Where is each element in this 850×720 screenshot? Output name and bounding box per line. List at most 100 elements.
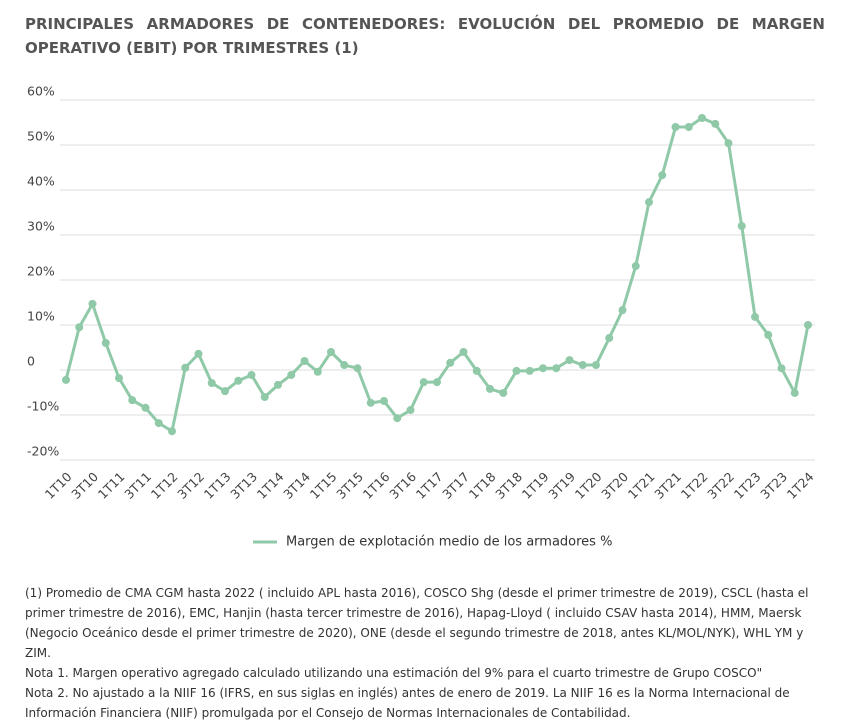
x-tick-label: 3T16 <box>386 469 419 502</box>
y-tick-label: 30% <box>27 219 55 234</box>
data-point <box>459 348 468 356</box>
data-point <box>645 198 653 207</box>
y-tick-label: 10% <box>27 309 55 324</box>
data-point <box>247 370 256 379</box>
data-point <box>154 419 163 428</box>
data-point <box>327 348 335 356</box>
y-tick-label: -10% <box>27 399 59 414</box>
y-tick-label: 0 <box>27 354 35 369</box>
data-point <box>406 406 415 415</box>
y-tick-label: 60% <box>27 84 55 99</box>
data-point <box>128 396 137 405</box>
data-point <box>366 398 375 407</box>
data-point <box>274 380 282 389</box>
x-tick-label: 1T17 <box>413 469 446 502</box>
data-point <box>353 364 362 373</box>
data-point <box>472 366 481 375</box>
x-tick-label: 3T15 <box>333 469 366 502</box>
x-tick-label: 1T11 <box>95 469 128 502</box>
data-point <box>300 357 309 365</box>
data-point <box>711 119 720 128</box>
data-point <box>75 323 84 332</box>
data-point <box>393 414 402 423</box>
x-tick-label: 3T20 <box>598 469 631 502</box>
note: (1) Promedio de CMA CGM hasta 2022 ( inc… <box>25 586 809 660</box>
data-point <box>751 312 759 321</box>
x-tick-label: 3T22 <box>704 469 737 502</box>
data-point <box>486 384 494 393</box>
data-point <box>433 378 441 387</box>
data-point <box>565 356 574 365</box>
x-tick-label: 1T20 <box>572 469 605 502</box>
x-tick-label: 1T21 <box>625 469 658 502</box>
data-point <box>499 388 508 397</box>
data-point <box>88 299 97 308</box>
data-point <box>539 364 547 373</box>
y-tick-label: 20% <box>27 264 55 279</box>
data-point <box>671 123 680 131</box>
data-point <box>313 367 322 376</box>
legend-label: Margen de explotación medio de los armad… <box>286 535 612 550</box>
data-point <box>777 364 786 373</box>
data-point <box>618 306 627 315</box>
x-tick-label: 1T23 <box>731 469 764 502</box>
data-point <box>698 114 706 122</box>
x-tick-label: 1T22 <box>678 469 711 502</box>
x-tick-label: 3T10 <box>68 469 101 502</box>
data-point <box>260 393 269 401</box>
data-point <box>101 339 110 347</box>
x-tick-label: 3T23 <box>757 469 790 502</box>
data-point <box>605 334 614 343</box>
x-tick-label: 3T18 <box>492 469 525 502</box>
data-point <box>221 387 229 396</box>
x-tick-label: 1T12 <box>148 469 181 502</box>
x-tick-label: 3T17 <box>439 469 472 502</box>
data-point <box>419 378 428 387</box>
note: Nota 1. Margen operativo agregado calcul… <box>25 666 763 680</box>
x-tick-label: 1T16 <box>360 469 393 502</box>
chart: -20%-10%010%20%30%40%50%60%1T103T101T113… <box>27 84 817 550</box>
data-point <box>287 370 296 379</box>
data-point <box>194 349 203 358</box>
data-point <box>737 222 746 230</box>
data-point <box>684 123 693 131</box>
data-point <box>234 376 243 385</box>
data-point <box>141 403 150 412</box>
x-tick-label: 3T19 <box>545 469 578 502</box>
chart-title: PRINCIPALES ARMADORES DE CONTENEDORES: E… <box>25 15 825 57</box>
data-point <box>764 330 773 339</box>
data-point <box>578 361 587 370</box>
y-tick-label: -20% <box>27 444 59 459</box>
y-tick-label: 40% <box>27 174 55 189</box>
x-tick-label: 1T13 <box>201 469 234 502</box>
data-point <box>168 427 176 436</box>
data-point <box>340 361 349 370</box>
data-point <box>724 139 733 148</box>
data-point <box>658 171 667 180</box>
x-tick-label: 1T15 <box>307 469 340 502</box>
data-point <box>446 358 455 367</box>
x-tick-label: 3T11 <box>121 469 154 502</box>
x-tick-label: 1T14 <box>254 469 287 502</box>
data-point <box>62 375 70 384</box>
data-point <box>115 374 123 383</box>
data-point <box>380 397 388 406</box>
x-tick-label: 3T12 <box>174 469 207 502</box>
x-tick-label: 1T18 <box>466 469 499 502</box>
x-tick-label: 3T13 <box>227 469 260 502</box>
data-point <box>631 262 640 271</box>
x-tick-label: 3T14 <box>280 469 313 502</box>
x-tick-label: 1T24 <box>784 469 817 502</box>
y-tick-label: 50% <box>27 129 55 144</box>
data-point <box>790 388 799 397</box>
note: Nota 2. No ajustado a la NIIF 16 (IFRS, … <box>25 686 790 720</box>
data-point <box>181 363 190 372</box>
notes: (1) Promedio de CMA CGM hasta 2022 ( inc… <box>25 583 830 720</box>
data-point <box>207 379 216 388</box>
x-tick-label: 3T21 <box>651 469 684 502</box>
x-tick-label: 1T19 <box>519 469 552 502</box>
data-point <box>525 366 534 375</box>
x-tick-label: 1T10 <box>42 469 75 502</box>
data-point <box>512 366 521 375</box>
